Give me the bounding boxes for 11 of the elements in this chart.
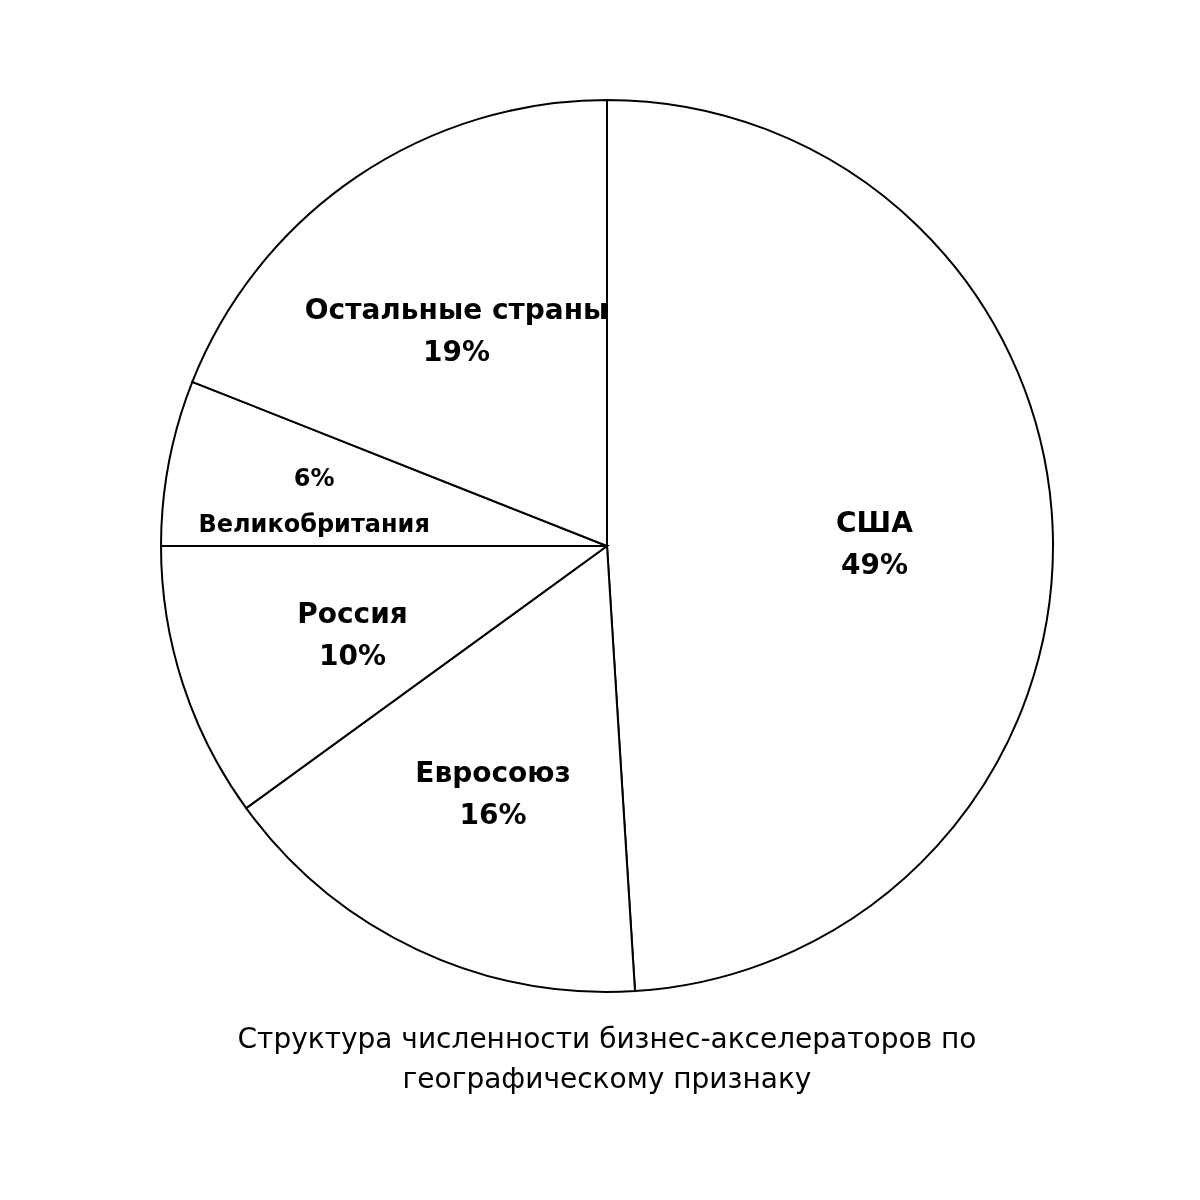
slice-label: Россия — [297, 596, 408, 630]
slice-label: Остальные страны — [304, 292, 609, 326]
slice-label: Евросоюз — [415, 756, 571, 790]
data-label: 10% — [318, 638, 387, 672]
text: Структура численности бизнес-акселераторов по географическому признаку — [237, 1022, 977, 1095]
data-label: 49% — [840, 547, 908, 581]
data-label: 16% — [459, 798, 527, 832]
data-label: 6% — [293, 463, 335, 492]
slice-label: Великобритания — [198, 509, 430, 538]
slice-label: США — [836, 505, 914, 539]
data-label: 19% — [423, 334, 491, 368]
